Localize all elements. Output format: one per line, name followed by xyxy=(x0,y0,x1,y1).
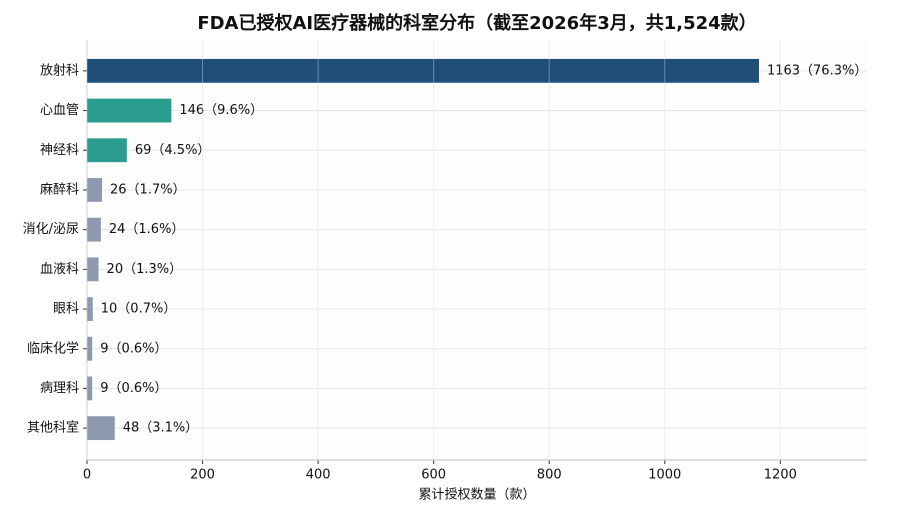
y-tick-label: 临床化学 xyxy=(27,340,79,356)
x-tick-label: 600 xyxy=(421,468,446,483)
y-tick-label: 病理科 xyxy=(40,381,79,396)
y-tick-label: 其他科室 xyxy=(27,420,79,436)
bar xyxy=(87,138,127,163)
bar xyxy=(87,376,93,401)
chart-title: FDA已授权AI医疗器械的科室分布（截至2026年3月，共1,524款） xyxy=(197,12,756,34)
y-tick-label: 消化/泌尿 xyxy=(23,222,79,237)
value-label: 146（9.6%） xyxy=(179,103,263,118)
bar xyxy=(87,257,99,282)
bar xyxy=(87,217,101,242)
y-tick-label: 麻醉科 xyxy=(40,181,79,197)
x-tick-label: 200 xyxy=(190,468,215,483)
value-label: 48（3.1%） xyxy=(123,421,199,436)
bar xyxy=(87,336,93,361)
x-axis-label: 累计授权数量（款） xyxy=(418,487,535,503)
x-tick-label: 400 xyxy=(306,468,331,483)
bar xyxy=(87,297,93,321)
value-label: 69（4.5%） xyxy=(135,143,211,158)
value-label: 9（0.6%） xyxy=(100,341,167,356)
value-label: 1163（76.3%） xyxy=(767,63,867,78)
x-tick-label: 800 xyxy=(537,468,562,483)
value-label: 26（1.7%） xyxy=(110,182,186,197)
x-tick-label: 0 xyxy=(83,468,91,483)
value-label: 10（0.7%） xyxy=(101,302,177,317)
y-tick-label: 心血管 xyxy=(40,103,79,118)
y-tick-label: 血液科 xyxy=(40,262,79,277)
bar xyxy=(87,58,759,83)
x-tick-label: 1200 xyxy=(764,468,797,483)
y-tick-label: 放射科 xyxy=(40,62,79,78)
value-label: 20（1.3%） xyxy=(107,262,183,277)
bar xyxy=(87,178,103,202)
y-tick-label: 眼科 xyxy=(53,302,79,317)
bar xyxy=(87,98,172,123)
x-tick-label: 1000 xyxy=(648,468,681,483)
plot-area xyxy=(87,40,867,460)
bar xyxy=(87,416,115,441)
value-label: 9（0.6%） xyxy=(100,381,167,396)
value-label: 24（1.6%） xyxy=(109,222,185,237)
y-tick-label: 神经科 xyxy=(40,143,79,158)
